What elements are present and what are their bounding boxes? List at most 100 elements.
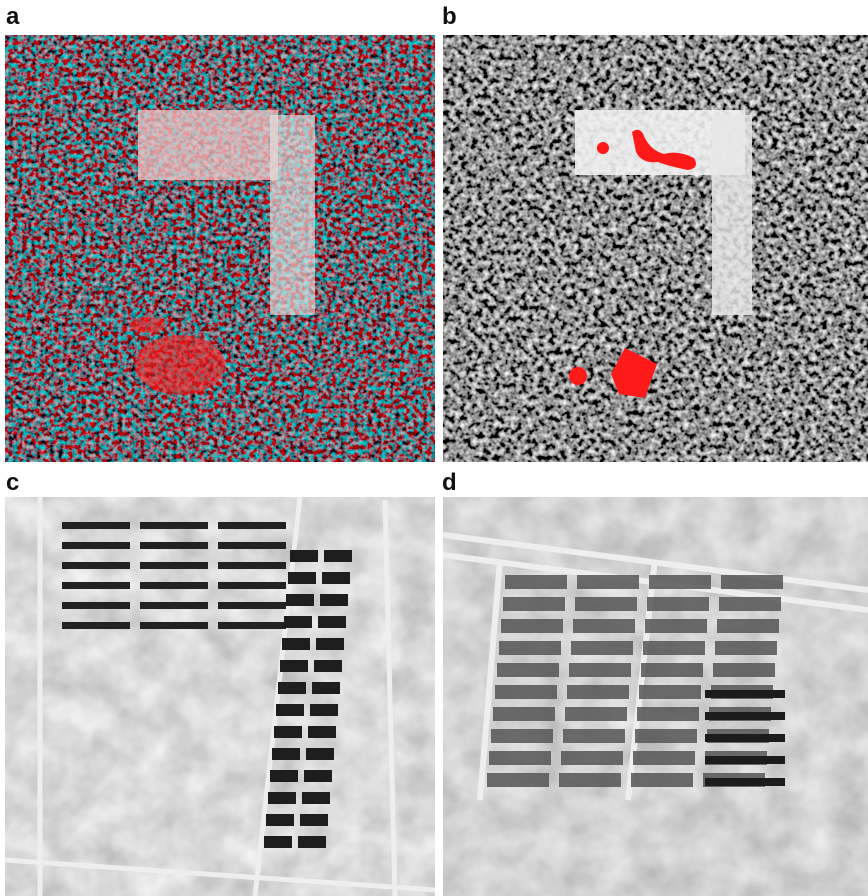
building xyxy=(304,770,332,782)
building xyxy=(306,748,334,760)
building xyxy=(565,707,627,721)
building xyxy=(274,726,302,738)
building xyxy=(493,707,555,721)
building xyxy=(266,814,294,826)
building xyxy=(62,542,130,549)
building xyxy=(218,602,286,609)
red-area xyxy=(135,335,225,395)
building xyxy=(290,550,318,562)
panel-label: d xyxy=(442,469,457,496)
building xyxy=(62,602,130,609)
building xyxy=(705,756,785,764)
building xyxy=(312,682,340,694)
building xyxy=(569,663,631,677)
building xyxy=(567,685,629,699)
panel-b-image xyxy=(443,35,868,462)
building xyxy=(270,770,298,782)
panel-label: b xyxy=(442,3,457,30)
building xyxy=(577,575,639,589)
building xyxy=(717,619,779,633)
building xyxy=(705,690,785,698)
building xyxy=(218,582,286,589)
building xyxy=(645,619,707,633)
building xyxy=(705,712,785,720)
building xyxy=(280,660,308,672)
building xyxy=(495,685,557,699)
building xyxy=(324,550,352,562)
building xyxy=(503,597,565,611)
noise xyxy=(5,35,435,462)
bright-block xyxy=(712,115,752,315)
building xyxy=(489,751,551,765)
building xyxy=(643,641,705,655)
red-area xyxy=(597,142,609,154)
building xyxy=(633,751,695,765)
building xyxy=(282,638,310,650)
building xyxy=(505,575,567,589)
building xyxy=(218,522,286,529)
building xyxy=(62,522,130,529)
building xyxy=(715,641,777,655)
building xyxy=(639,685,701,699)
building xyxy=(322,572,350,584)
building xyxy=(501,619,563,633)
building xyxy=(637,707,699,721)
building xyxy=(276,704,304,716)
building xyxy=(264,836,292,848)
building xyxy=(218,562,286,569)
building xyxy=(641,663,703,677)
building xyxy=(140,562,208,569)
texture xyxy=(5,497,435,896)
bright-block xyxy=(270,115,315,315)
building xyxy=(561,751,623,765)
building xyxy=(62,562,130,569)
figure: a b c d xyxy=(0,0,868,896)
building xyxy=(647,597,709,611)
panel-c-image xyxy=(5,497,435,896)
building xyxy=(286,594,314,606)
building xyxy=(218,622,286,629)
building xyxy=(140,542,208,549)
building xyxy=(487,773,549,787)
building xyxy=(571,641,633,655)
building xyxy=(491,729,553,743)
building xyxy=(278,682,306,694)
building xyxy=(140,602,208,609)
panel-d-image xyxy=(443,497,868,896)
building xyxy=(314,660,342,672)
red-area xyxy=(130,317,166,333)
building xyxy=(288,572,316,584)
building xyxy=(713,663,775,677)
building xyxy=(575,597,637,611)
noise xyxy=(443,35,868,462)
panel-a-image xyxy=(5,35,435,462)
building xyxy=(320,594,348,606)
building xyxy=(268,792,296,804)
building xyxy=(719,597,781,611)
building xyxy=(308,726,336,738)
building xyxy=(721,575,783,589)
building xyxy=(705,734,785,742)
panel-label: c xyxy=(6,469,19,496)
building xyxy=(563,729,625,743)
building xyxy=(573,619,635,633)
building xyxy=(631,773,693,787)
building xyxy=(316,638,344,650)
building xyxy=(140,582,208,589)
building xyxy=(140,522,208,529)
building xyxy=(62,622,130,629)
building xyxy=(499,641,561,655)
building xyxy=(705,778,785,786)
building xyxy=(298,836,326,848)
building xyxy=(635,729,697,743)
building xyxy=(497,663,559,677)
building xyxy=(559,773,621,787)
bright-block xyxy=(138,110,278,180)
building xyxy=(300,814,328,826)
building xyxy=(140,622,208,629)
building xyxy=(62,582,130,589)
building xyxy=(310,704,338,716)
building xyxy=(302,792,330,804)
building xyxy=(649,575,711,589)
red-area xyxy=(569,367,587,385)
